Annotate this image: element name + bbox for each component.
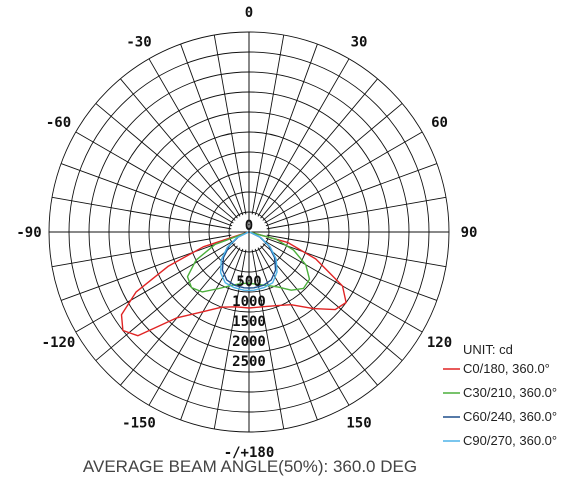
- angle-label: 150: [346, 416, 371, 432]
- grid-spoke: [266, 196, 447, 230]
- grid-spoke: [51, 196, 232, 230]
- angle-label: -60: [46, 115, 71, 131]
- angle-label: -/+180: [224, 445, 275, 461]
- grid-spoke: [75, 131, 234, 224]
- angle-label: -30: [126, 35, 151, 51]
- series-curve-2: [221, 231, 277, 289]
- grid-spoke: [251, 34, 285, 215]
- grid-spoke: [213, 249, 247, 430]
- grid-spoke: [95, 103, 236, 221]
- legend-entry: C0/180, 360.0°: [463, 361, 550, 376]
- grid-spoke: [75, 240, 234, 333]
- angle-label: 90: [461, 225, 478, 241]
- legend-entry: C30/210, 360.0°: [463, 385, 557, 400]
- grid-spoke: [264, 240, 423, 333]
- grid-spoke: [60, 163, 233, 227]
- angle-label: -120: [42, 335, 76, 351]
- angle-label: 60: [431, 115, 448, 131]
- radial-tick-label: 2000: [232, 334, 266, 350]
- grid-spoke: [95, 243, 236, 361]
- beam-angle-footer: AVERAGE BEAM ANGLE(50%): 360.0 DEG: [83, 457, 417, 476]
- axis-labels: -/+180 150 -150 120 -120 90 -90 60 -60 30 -30 0 500 1…: [16, 5, 477, 461]
- grid-spoke: [266, 234, 447, 268]
- radial-tick-label: 500: [236, 274, 261, 290]
- grid-spoke: [148, 58, 241, 217]
- radial-tick-label: 1000: [232, 294, 266, 310]
- grid-spoke: [180, 248, 244, 421]
- grid-spoke: [265, 237, 438, 301]
- grid-spoke: [60, 237, 233, 301]
- grid-spoke: [262, 103, 403, 221]
- legend: UNIT: cd C0/180, 360.0° C30/210, 360.0° C6…: [443, 342, 557, 448]
- angle-label: 0: [245, 5, 253, 21]
- grid-spoke: [265, 163, 438, 227]
- angle-label: -90: [16, 225, 41, 241]
- angle-label: -150: [122, 416, 156, 432]
- radial-tick-label: 2500: [232, 354, 266, 370]
- grid-spoke: [213, 34, 247, 215]
- series-curve-1: [186, 231, 311, 293]
- grid-spoke: [260, 245, 378, 386]
- grid-spoke: [257, 58, 350, 217]
- grid-spoke: [264, 131, 423, 224]
- grid-spoke: [120, 78, 238, 219]
- grid-spoke: [262, 243, 403, 361]
- intensity-curves: [120, 231, 347, 337]
- grid-spoke: [180, 43, 244, 216]
- grid-spoke: [51, 234, 232, 268]
- grid-spoke: [120, 245, 238, 386]
- angle-label: 30: [351, 35, 368, 51]
- unit-label: UNIT: cd: [463, 342, 513, 357]
- grid-spoke: [260, 78, 378, 219]
- grid-spoke: [251, 249, 285, 430]
- grid-spoke: [254, 43, 318, 216]
- polar-grid: [48, 31, 450, 433]
- series-curve-0: [120, 231, 347, 337]
- series-curve-3: [219, 231, 278, 292]
- grid-spoke: [254, 248, 318, 421]
- legend-entry: C60/240, 360.0°: [463, 409, 557, 424]
- radial-tick-label: 1500: [232, 314, 266, 330]
- legend-entry: C90/270, 360.0°: [463, 433, 557, 448]
- angle-label: 120: [427, 335, 452, 351]
- center-label: 0: [245, 218, 253, 234]
